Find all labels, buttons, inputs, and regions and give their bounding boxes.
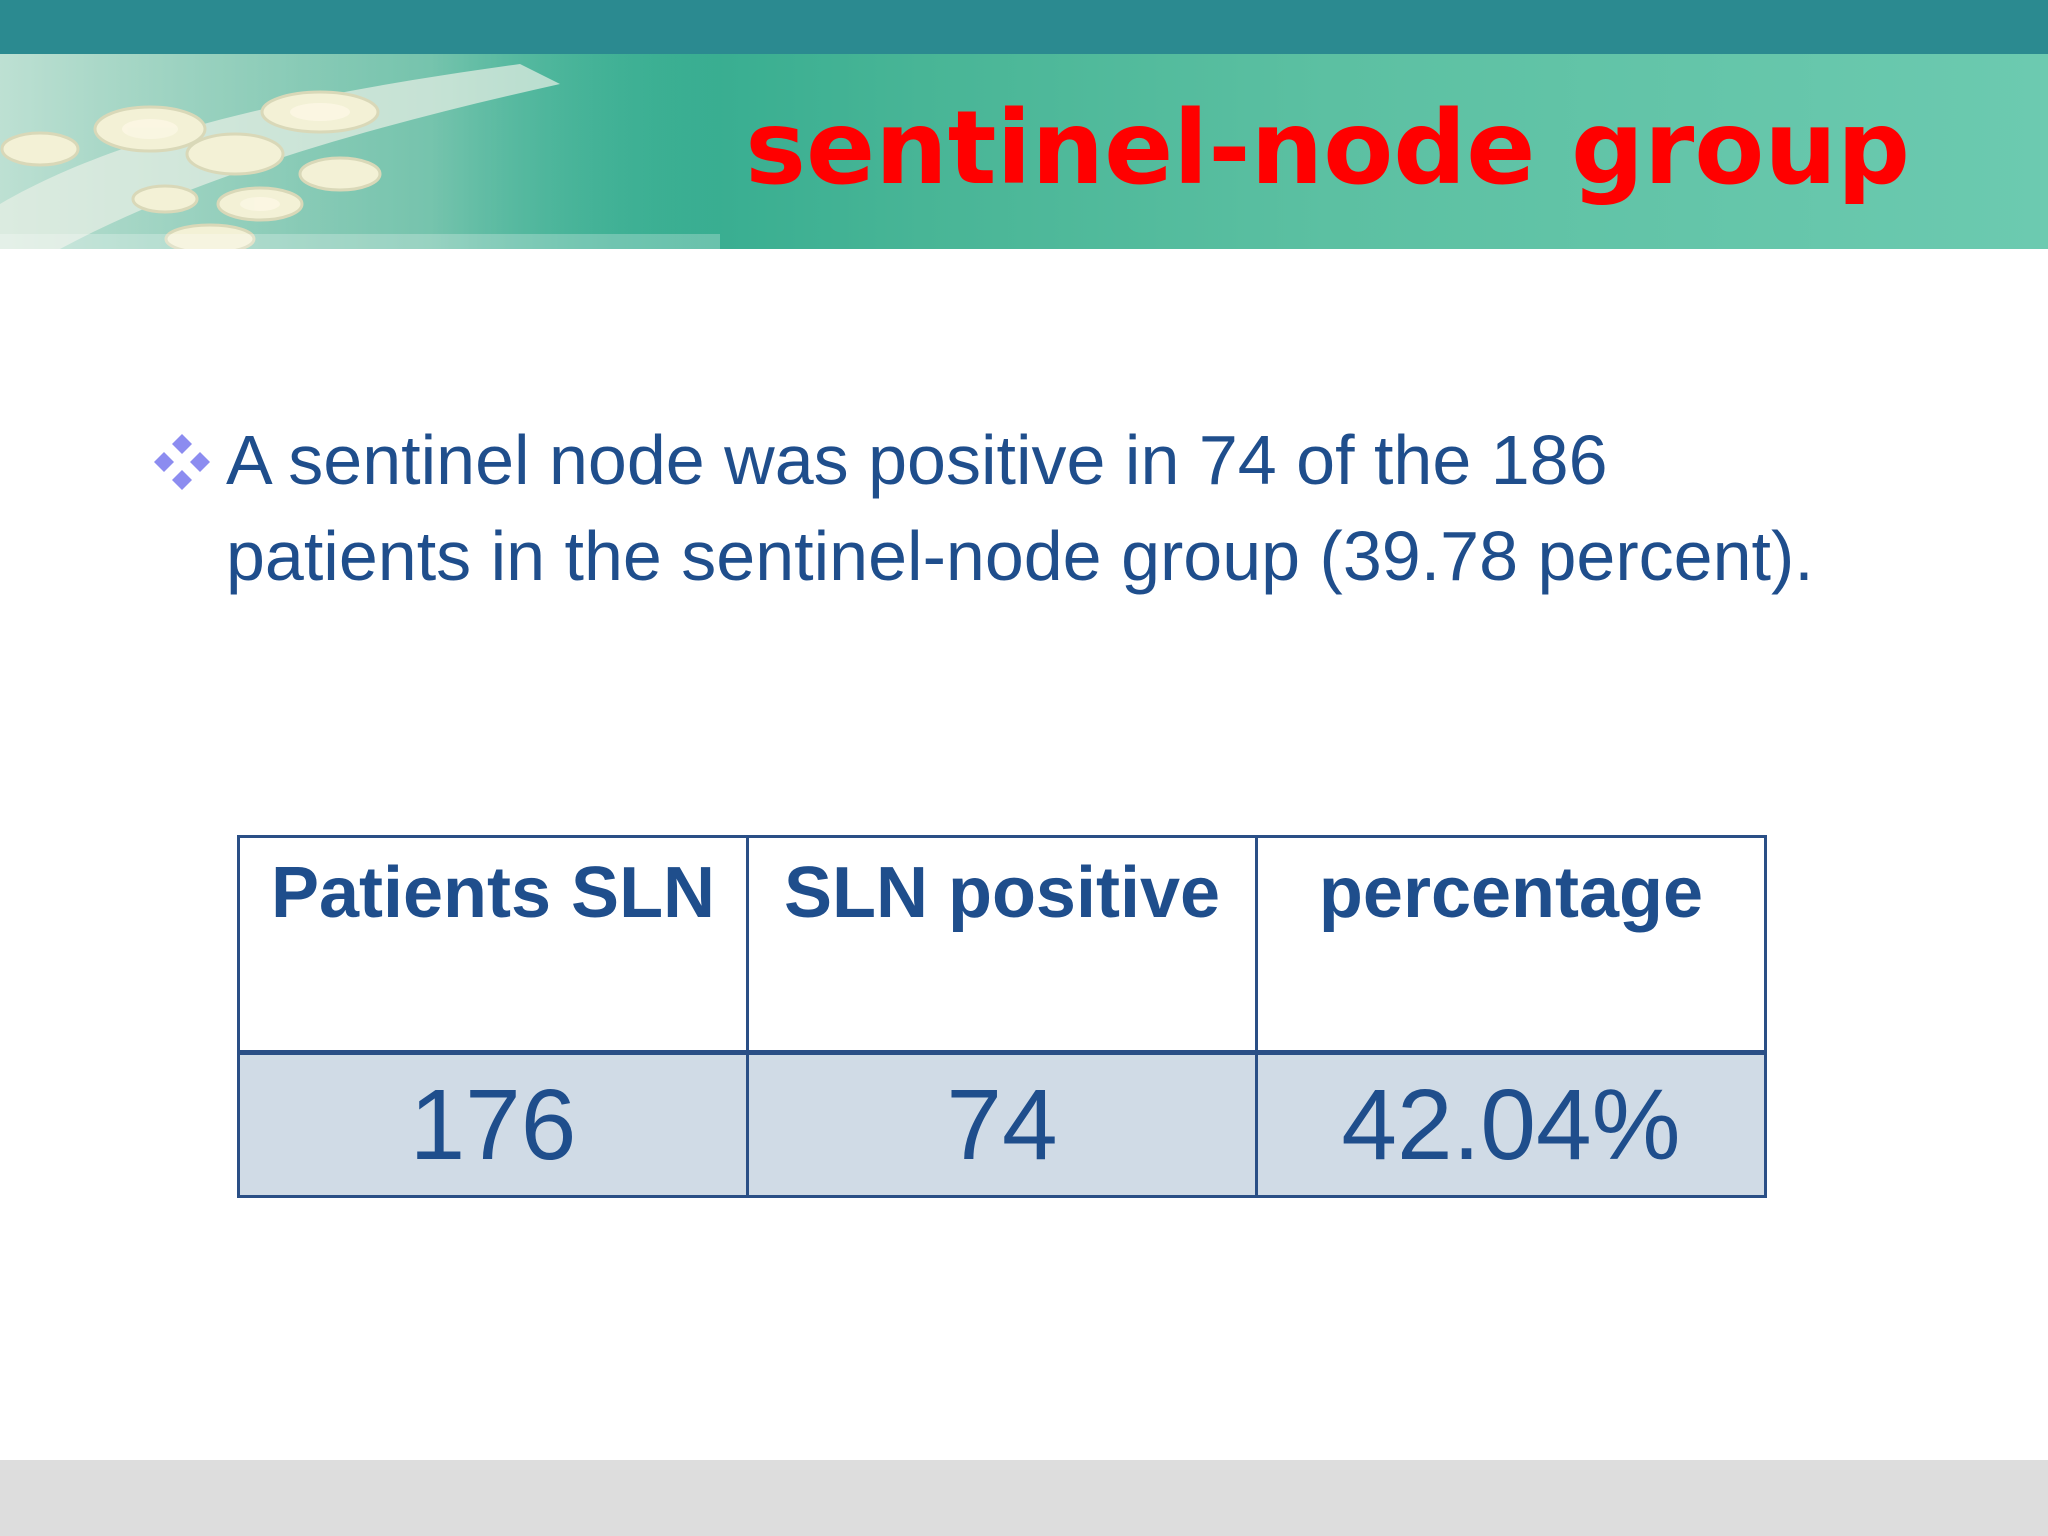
header-banner: sentinel-node group: [0, 54, 2048, 249]
footer-bar: [0, 1460, 2048, 1536]
table-row: 176 74 42.04%: [237, 1051, 1767, 1198]
header-patients-sln: Patients SLN: [237, 835, 749, 1055]
top-accent-bar: [0, 0, 2048, 54]
slide-title: sentinel-node group: [745, 89, 1910, 208]
header-percentage: percentage: [1255, 835, 1767, 1055]
surgical-lamp-image: [0, 54, 720, 249]
cell-patients-sln: 176: [237, 1051, 749, 1198]
bullet-text: A sentinel node was positive in 74 of th…: [226, 421, 1814, 595]
header-sln-positive: SLN positive: [746, 835, 1258, 1055]
cell-sln-positive: 74: [746, 1051, 1258, 1198]
cell-percentage: 42.04%: [1255, 1051, 1767, 1198]
four-diamond-bullet-icon: [154, 434, 210, 490]
results-table: Patients SLN SLN positive percentage 176…: [237, 835, 1767, 1198]
table-header-row: Patients SLN SLN positive percentage: [237, 835, 1767, 1055]
